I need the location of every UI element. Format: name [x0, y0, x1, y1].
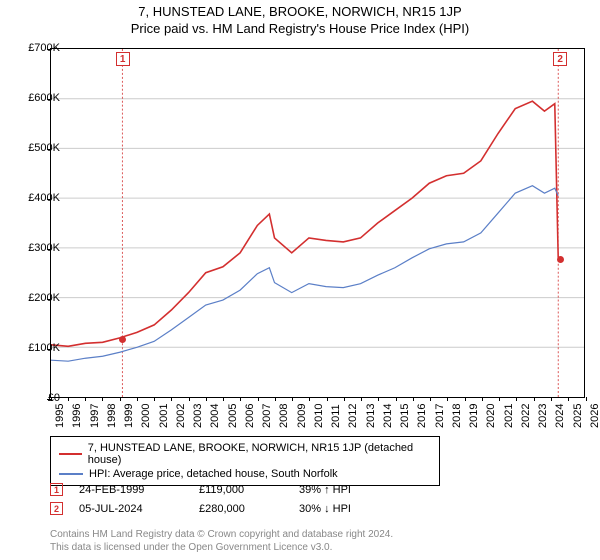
plot-area: 12: [50, 48, 585, 398]
x-axis-label: 2014: [382, 404, 394, 428]
sale-row: 1 24-FEB-1999 £119,000 39% ↑ HPI: [50, 480, 389, 499]
line-svg: [51, 49, 584, 397]
legend-swatch: [59, 453, 82, 455]
y-axis-label: £700K: [28, 42, 60, 54]
y-axis-label: £500K: [28, 142, 60, 154]
sale-marker-icon: 1: [50, 483, 63, 496]
y-axis-label: £100K: [28, 342, 60, 354]
x-axis-label: 2018: [451, 404, 463, 428]
x-axis-label: 2025: [572, 404, 584, 428]
chart-marker-dot: [557, 256, 564, 263]
x-axis-label: 2016: [416, 404, 428, 428]
legend-item: HPI: Average price, detached house, Sout…: [59, 467, 431, 481]
legend-item: 7, HUNSTEAD LANE, BROOKE, NORWICH, NR15 …: [59, 441, 431, 467]
x-axis-label: 2020: [485, 404, 497, 428]
sale-row: 2 05-JUL-2024 £280,000 30% ↓ HPI: [50, 499, 389, 518]
sale-delta: 30% ↓ HPI: [299, 503, 389, 515]
y-axis-label: £600K: [28, 92, 60, 104]
x-axis-label: 2000: [140, 404, 152, 428]
x-axis-label: 1999: [123, 404, 135, 428]
x-axis-label: 2015: [399, 404, 411, 428]
x-axis-label: 2001: [158, 404, 170, 428]
sale-price: £119,000: [199, 484, 299, 496]
legend: 7, HUNSTEAD LANE, BROOKE, NORWICH, NR15 …: [50, 436, 440, 486]
footer-line: Contains HM Land Registry data © Crown c…: [50, 528, 393, 541]
x-axis-label: 2019: [468, 404, 480, 428]
y-axis-label: £400K: [28, 192, 60, 204]
y-axis-label: £0: [48, 392, 60, 404]
x-axis-label: 1995: [54, 404, 66, 428]
y-axis-label: £200K: [28, 292, 60, 304]
x-axis-label: 1996: [71, 404, 83, 428]
footer-attribution: Contains HM Land Registry data © Crown c…: [50, 528, 393, 554]
x-axis-label: 2005: [227, 404, 239, 428]
x-axis-label: 2009: [296, 404, 308, 428]
legend-label: 7, HUNSTEAD LANE, BROOKE, NORWICH, NR15 …: [88, 442, 431, 466]
x-axis-label: 1997: [89, 404, 101, 428]
x-axis-label: 2006: [244, 404, 256, 428]
sale-marker-icon: 2: [50, 502, 63, 515]
sale-delta: 39% ↑ HPI: [299, 484, 389, 496]
x-axis-label: 1998: [106, 404, 118, 428]
x-axis-label: 2023: [537, 404, 549, 428]
footer-line: This data is licensed under the Open Gov…: [50, 541, 393, 554]
x-axis-label: 2003: [192, 404, 204, 428]
x-axis-label: 2007: [261, 404, 273, 428]
y-axis-label: £300K: [28, 242, 60, 254]
x-axis-label: 2024: [554, 404, 566, 428]
x-axis-label: 2010: [313, 404, 325, 428]
sale-date: 24-FEB-1999: [79, 484, 199, 496]
sales-table: 1 24-FEB-1999 £119,000 39% ↑ HPI 2 05-JU…: [50, 480, 389, 518]
chart-subtitle: Price paid vs. HM Land Registry's House …: [0, 19, 600, 36]
series-property: [51, 101, 558, 346]
x-axis-label: 2021: [503, 404, 515, 428]
x-axis-label: 2004: [209, 404, 221, 428]
sale-date: 05-JUL-2024: [79, 503, 199, 515]
x-axis-label: 2011: [330, 404, 342, 428]
x-axis-label: 2002: [175, 404, 187, 428]
x-axis-label: 2008: [278, 404, 290, 428]
chart-marker-box: 2: [553, 52, 567, 66]
legend-label: HPI: Average price, detached house, Sout…: [89, 468, 338, 480]
x-axis-label: 2026: [589, 404, 600, 428]
chart-marker-box: 1: [116, 52, 130, 66]
x-axis-label: 2013: [365, 404, 377, 428]
x-axis-label: 2022: [520, 404, 532, 428]
legend-swatch: [59, 473, 83, 475]
x-axis-label: 2012: [347, 404, 359, 428]
sale-price: £280,000: [199, 503, 299, 515]
x-axis-label: 2017: [434, 404, 446, 428]
chart-container: 7, HUNSTEAD LANE, BROOKE, NORWICH, NR15 …: [0, 0, 600, 560]
chart-title: 7, HUNSTEAD LANE, BROOKE, NORWICH, NR15 …: [0, 0, 600, 19]
